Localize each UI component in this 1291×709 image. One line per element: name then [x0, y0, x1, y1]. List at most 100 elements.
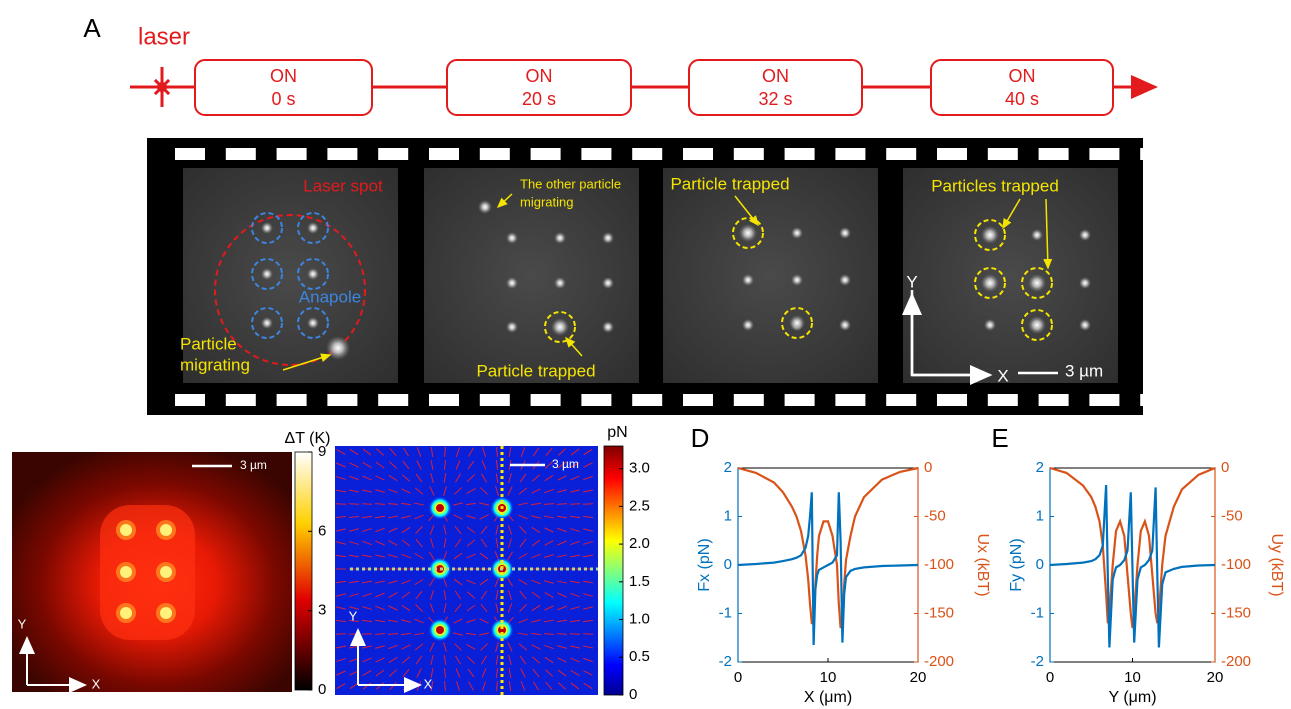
marker-ring [297, 212, 329, 244]
y-tick-label: 2 [1036, 459, 1044, 476]
force-arrow [466, 619, 476, 623]
label: 32 s [758, 89, 792, 109]
force-arrow [467, 668, 475, 678]
force-arrow [388, 592, 398, 598]
colorbar-tick-label: 3 [318, 602, 326, 619]
particle [554, 232, 566, 244]
force-arrow [443, 642, 447, 652]
force-arrow [557, 605, 567, 611]
force-arrow [361, 554, 373, 558]
particle [506, 321, 518, 333]
force-arrow [480, 487, 488, 495]
force-arrow [414, 514, 424, 520]
force-arrow [375, 540, 385, 546]
force-arrow [430, 667, 434, 679]
pointer [1043, 198, 1053, 270]
marker-ring [1021, 309, 1053, 341]
force-arrow [569, 515, 581, 519]
force-arrow [480, 525, 488, 535]
y2-tick-label: -50 [1221, 507, 1243, 524]
force-arrow [388, 554, 398, 558]
particle [984, 319, 996, 331]
force-arrow [362, 592, 372, 598]
force-arrow [544, 580, 554, 584]
sprocket [225, 148, 256, 160]
force-arrow [570, 489, 580, 493]
force-arrow [508, 680, 512, 692]
frame-image [424, 168, 639, 383]
sprocket [987, 148, 1018, 160]
colorbar-tick-label: 2.0 [629, 535, 650, 552]
force-arrow [544, 644, 554, 650]
label: 20 s [522, 89, 556, 109]
force-arrow [335, 645, 347, 649]
force-arrow [519, 538, 527, 548]
colorbar-tick-label: 2.5 [629, 497, 650, 514]
sprocket [429, 394, 459, 406]
force-arrow [544, 669, 554, 677]
label: Y [18, 616, 27, 631]
force-arrow [375, 580, 385, 584]
force-arrow [517, 502, 529, 506]
y2-tick-label: -200 [924, 653, 954, 670]
sprocket [276, 148, 307, 160]
force-arrow [374, 619, 386, 623]
force-arrow [361, 580, 373, 584]
hot-spot [120, 524, 132, 536]
force-arrow [388, 527, 398, 533]
force-arrow [375, 592, 385, 598]
force-arrow [495, 654, 499, 666]
force-arrow [401, 604, 411, 612]
particle [602, 277, 614, 289]
force-arrow [429, 603, 435, 613]
particle [1028, 274, 1046, 292]
force-arrow [507, 642, 513, 652]
label: Particle trapped [670, 174, 789, 193]
sprocket [1140, 148, 1171, 160]
force-arrow [480, 655, 488, 665]
colorbar [603, 445, 624, 696]
force-arrow [532, 681, 540, 691]
force-arrow [374, 515, 386, 519]
force-arrow [413, 632, 425, 636]
force-arrow [557, 489, 567, 493]
particle [839, 227, 851, 239]
force-arrow [443, 472, 447, 484]
sprocket [632, 394, 663, 406]
y-tick-label: 0 [724, 556, 732, 573]
force-arrow [454, 590, 462, 600]
force-arrow [362, 645, 372, 649]
force-arrow [401, 526, 411, 534]
force-arrow [531, 591, 541, 599]
particle [981, 226, 999, 244]
force-arrow [376, 448, 384, 456]
particle [602, 321, 614, 333]
label: pN [607, 424, 627, 441]
x-tick-label: 0 [734, 669, 742, 686]
force-arrow [414, 618, 424, 624]
force-arrow [517, 632, 529, 636]
force-arrow [466, 526, 476, 534]
force-arrow [413, 502, 425, 506]
particle [839, 319, 851, 331]
particle [742, 319, 754, 331]
force-arrow [583, 475, 593, 481]
force-arrow [495, 537, 499, 549]
force-arrow [416, 447, 422, 457]
force-arrow [336, 593, 346, 597]
force-arrow [481, 447, 487, 457]
force-arrow [443, 459, 447, 471]
force-arrow [362, 670, 372, 676]
colorbar-tick-label: 9 [318, 443, 326, 460]
marker-ring [781, 307, 813, 339]
force-arrow [362, 528, 372, 532]
force-arrow [349, 528, 359, 532]
force-arrow [544, 461, 554, 469]
force-arrow [443, 525, 447, 535]
force-arrow [479, 578, 489, 586]
force-arrow [415, 526, 423, 534]
force-arrow [430, 590, 434, 600]
sprocket [835, 394, 866, 406]
force-arrow [520, 447, 526, 457]
